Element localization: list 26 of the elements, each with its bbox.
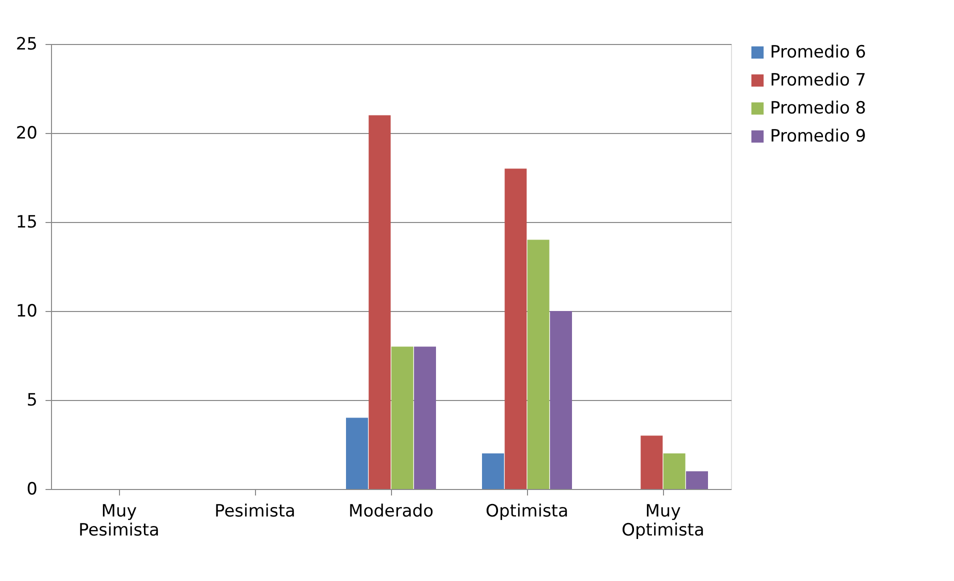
bar: [640, 436, 663, 489]
y-tick-label: 15: [16, 212, 38, 232]
bar: [391, 346, 414, 489]
x-tick-label: Moderado: [348, 502, 434, 522]
bar: [346, 418, 368, 489]
y-tick-label: 0: [26, 480, 38, 500]
y-tick-label: 5: [26, 390, 38, 410]
y-tick-label: 10: [16, 302, 38, 322]
legend-label: Promedio 9: [770, 126, 866, 146]
legend-label: Promedio 8: [770, 98, 866, 118]
legend-label: Promedio 7: [770, 70, 866, 90]
bar: [663, 453, 686, 489]
x-tick-label: Pesimista: [214, 502, 296, 522]
x-tick-label: Muy Optimista: [622, 502, 704, 540]
y-tick-label: 25: [16, 34, 38, 54]
bar: [527, 240, 550, 489]
bar: [368, 115, 391, 489]
bar: [550, 311, 572, 489]
bar: [686, 471, 708, 489]
legend-label: Promedio 6: [770, 42, 866, 62]
x-tick-label: Muy Pesimista: [78, 502, 160, 540]
bar: [482, 453, 504, 489]
bar: [414, 346, 436, 489]
bar: [504, 168, 527, 489]
y-tick-label: 20: [16, 124, 38, 144]
x-tick-label: Optimista: [486, 502, 568, 522]
